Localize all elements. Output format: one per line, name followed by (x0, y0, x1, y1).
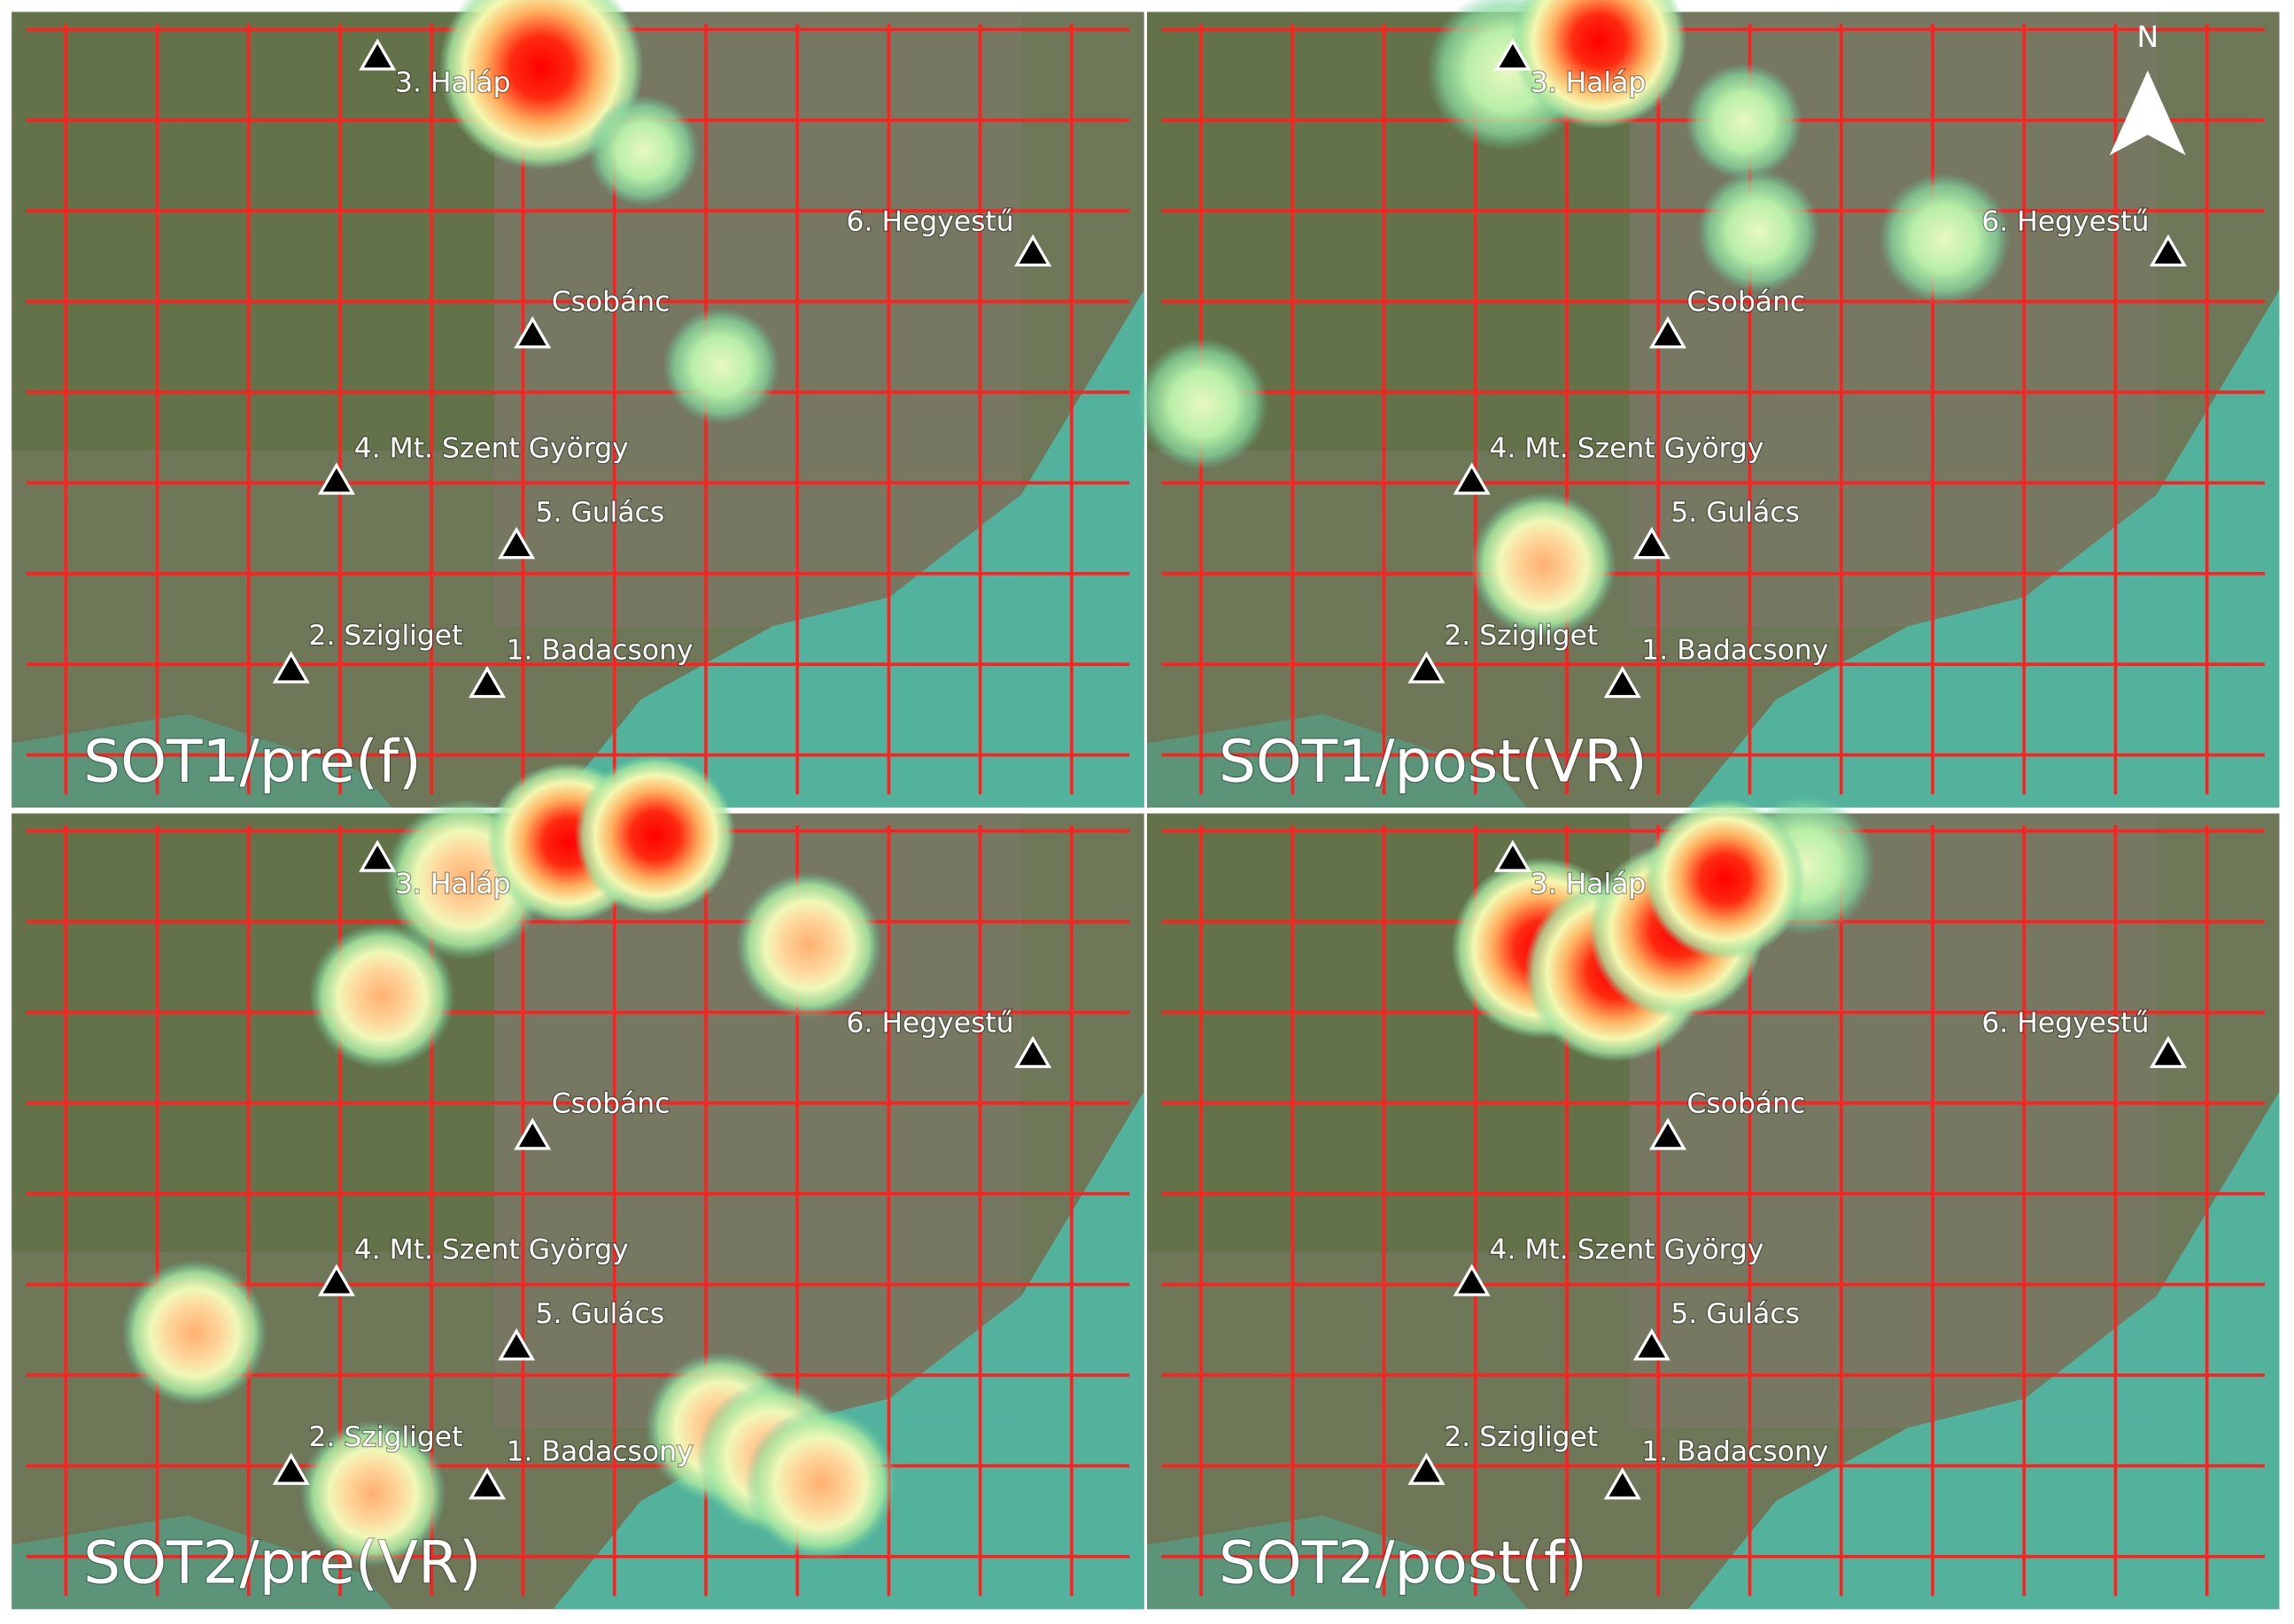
peak-marker (1407, 1452, 1445, 1485)
peak-label: 2. Szigliget (1444, 620, 1598, 652)
peak-marker (2149, 234, 2187, 267)
lake-balaton (553, 290, 1144, 808)
peak-label: 3. Haláp (1531, 869, 1647, 901)
heat-spot (438, 0, 644, 170)
peak-marker (469, 1467, 507, 1500)
heat-spot (1697, 169, 1820, 293)
peak-marker (498, 1328, 536, 1361)
peak-marker (1649, 316, 1687, 349)
peak-label: 4. Mt. Szent György (1490, 432, 1764, 464)
heat-spot (308, 923, 455, 1070)
peak-marker (272, 651, 310, 684)
peak-label: Csobánc (1687, 1087, 1806, 1119)
peak-label: 5. Gulács (1670, 1298, 1800, 1330)
farmland (12, 12, 495, 452)
map-panel: 3. Haláp 6. Hegyestű Csobánc 4. Mt. Szent G… (1136, 0, 2280, 808)
map-panel: 3. Haláp 6. Hegyestű Csobánc 4. Mt. Szent G… (1147, 794, 2280, 1610)
peak-marker (317, 1264, 355, 1296)
north-arrow-shape (2109, 70, 2186, 156)
panel-title: SOT1/pre(f) (83, 727, 422, 795)
lake-west (12, 1515, 392, 1610)
peak-marker (1453, 462, 1491, 495)
peak-label: 4. Mt. Szent György (354, 432, 629, 464)
peak-marker (1649, 1117, 1687, 1150)
heat-spot (1511, 0, 1687, 129)
north-arrow: N (2109, 19, 2186, 156)
heat-spot (588, 95, 700, 207)
peak-marker (1603, 1467, 1641, 1500)
panel-title: SOT1/post(VR) (1219, 727, 1647, 795)
peak-label: Csobánc (552, 286, 670, 318)
peak-label: Csobánc (1687, 286, 1806, 318)
peak-label: 3. Haláp (395, 869, 511, 901)
peak-label: 5. Gulács (536, 497, 665, 529)
peak-marker (514, 316, 552, 349)
peak-label: 2. Szigliget (1444, 1421, 1598, 1453)
peak-marker (1603, 665, 1641, 699)
peak-label: Csobánc (552, 1087, 670, 1119)
heat-spot (1136, 337, 1269, 470)
lake-west (1147, 1515, 1528, 1610)
peak-marker (272, 1452, 310, 1485)
lake-balaton (1688, 290, 2280, 808)
heat-spot (744, 1407, 897, 1560)
lake-balaton (1688, 1091, 2280, 1610)
lake-west (12, 714, 392, 808)
peak-marker (1014, 1035, 1052, 1069)
map-panel: 3. Haláp 6. Hegyestű Csobánc 4. Mt. Szent G… (12, 0, 1144, 808)
peak-label: 3. Haláp (395, 66, 511, 98)
peak-label: 4. Mt. Szent György (354, 1234, 629, 1266)
peak-label: 6. Hegyestű (1981, 205, 2149, 237)
peak-label: 3. Haláp (1531, 66, 1647, 98)
peak-label: 1. Badacsony (1641, 1435, 1828, 1467)
peak-label: 1. Badacsony (507, 634, 694, 666)
north-label: N (2136, 19, 2158, 54)
heat-spot (1470, 491, 1617, 638)
heat-spot (121, 1259, 268, 1406)
heat-spot (1878, 173, 2011, 305)
map-panel: 3. Haláp 6. Hegyestű Csobánc 4. Mt. Szent G… (12, 754, 1144, 1610)
peak-marker (1632, 526, 1670, 560)
heat-spot (663, 307, 780, 425)
peak-marker (498, 526, 536, 560)
peak-label: 1. Badacsony (1641, 634, 1828, 666)
peak-marker (359, 839, 397, 872)
peak-marker (1493, 38, 1531, 71)
peak-marker (1014, 234, 1052, 267)
lake-west (1147, 714, 1528, 808)
peak-marker (469, 665, 507, 699)
heat-spot (735, 871, 883, 1018)
peak-label: 6. Hegyestű (847, 205, 1014, 237)
peak-label: 2. Szigliget (309, 620, 463, 652)
peak-label: 6. Hegyestű (1981, 1008, 2149, 1040)
heat-spot (1685, 63, 1802, 181)
peak-marker (359, 38, 397, 71)
peak-label: 2. Szigliget (309, 1421, 463, 1453)
heat-spot (299, 1420, 446, 1567)
heat-spot (1644, 799, 1806, 960)
peak-marker (317, 462, 355, 495)
peak-marker (1453, 1264, 1491, 1296)
peak-marker (1407, 651, 1445, 684)
peak-marker (2149, 1035, 2187, 1069)
panel-title: SOT2/pre(VR) (83, 1528, 482, 1597)
peak-marker (1493, 839, 1531, 872)
peak-label: 1. Badacsony (507, 1435, 694, 1467)
peak-label: 6. Hegyestű (847, 1008, 1014, 1040)
peak-label: 4. Mt. Szent György (1490, 1234, 1764, 1266)
heat-spot (575, 754, 736, 916)
peak-marker (514, 1117, 552, 1150)
peak-label: 5. Gulács (1670, 497, 1800, 529)
peak-label: 5. Gulács (536, 1298, 665, 1330)
peak-marker (1632, 1328, 1670, 1361)
panel-title: SOT2/post(f) (1219, 1528, 1587, 1597)
